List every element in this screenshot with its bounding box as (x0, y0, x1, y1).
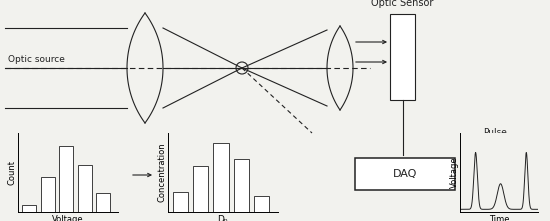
Bar (213, 143, 229, 212)
Bar (355, 158, 455, 190)
Bar (390, 14, 415, 100)
X-axis label: Time: Time (489, 215, 509, 221)
Y-axis label: Count: Count (8, 160, 16, 185)
Bar (41, 177, 54, 212)
Text: DAQ: DAQ (393, 169, 417, 179)
Bar (193, 166, 208, 212)
Bar (22, 205, 36, 212)
Text: Optic source: Optic source (8, 55, 65, 64)
X-axis label: Voltage: Voltage (52, 215, 84, 221)
Bar (254, 196, 270, 212)
Bar (59, 146, 73, 212)
Bar (234, 159, 249, 212)
X-axis label: Dₚ: Dₚ (218, 215, 228, 221)
Y-axis label: Concentration: Concentration (158, 143, 167, 202)
Text: Optic Sensor: Optic Sensor (371, 0, 434, 8)
Bar (173, 192, 188, 212)
Bar (78, 165, 92, 212)
Text: Pulse: Pulse (483, 128, 507, 137)
Bar (96, 193, 110, 212)
Y-axis label: Voltage: Voltage (449, 156, 459, 188)
